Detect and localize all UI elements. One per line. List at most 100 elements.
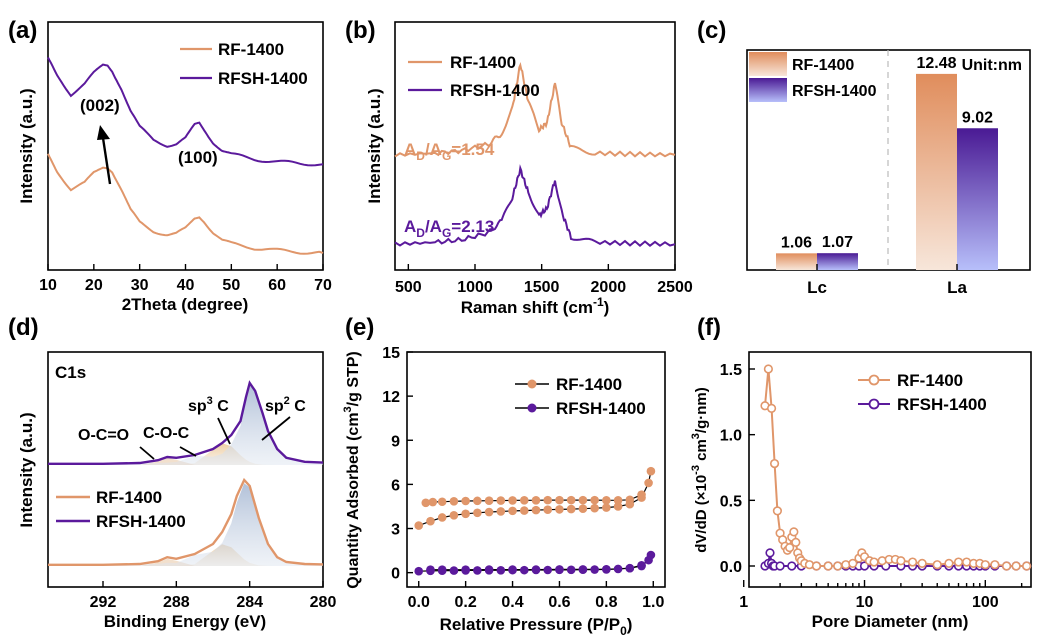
point-ads-rf [426, 516, 435, 526]
bar-rf-lc [776, 253, 817, 270]
y-axis-label-b: Intensity (a.u.) [365, 88, 384, 203]
x-tick-label-a: 70 [314, 277, 332, 294]
point-des-rf [519, 495, 529, 505]
legend-rf-e: RF-1400 [556, 375, 622, 394]
y-tick-label-e: 12 [382, 389, 400, 406]
x-axis-label-b: Raman shift (cm-1) [461, 295, 610, 317]
x-tick-label-e: 0.2 [455, 594, 477, 611]
point-des-rfsh [602, 564, 611, 574]
y-tick-label-f: 0.5 [720, 493, 742, 510]
region-label-c1s: C1s [55, 363, 86, 382]
x-tick-label-d: 292 [90, 594, 117, 611]
point-rf-f [763, 364, 773, 374]
annotation-100: (100) [178, 148, 218, 167]
legend-marker-rf-e [527, 379, 537, 389]
point-ads-rf [508, 506, 517, 516]
legend-swatch-rfsh-c [749, 78, 787, 102]
point-ads-rf [566, 504, 576, 514]
point-des-rf [473, 496, 482, 506]
point-rfsh-f [775, 561, 785, 571]
series-line-rfsh-a [47, 56, 324, 167]
point-des-rfsh [637, 560, 646, 570]
bar-label-rf-lc: 1.06 [781, 234, 812, 251]
y-tick-label-f: 0.0 [720, 559, 742, 576]
isotherm-line-ads-rf [418, 470, 652, 527]
peak-label-coc: C-O-C [143, 425, 190, 442]
legend-rfsh-e: RFSH-1400 [556, 399, 646, 418]
x-tick-label-a: 40 [177, 277, 195, 294]
plot-frame-a [47, 21, 324, 271]
y-tick-label-e: 15 [382, 345, 400, 362]
point-rf-f [907, 557, 918, 567]
y-tick-label-e: 9 [391, 433, 400, 450]
curves-d [48, 380, 324, 566]
x-tick-label-b: 2500 [657, 279, 693, 296]
legend-rfsh-c: RFSH-1400 [792, 83, 877, 100]
point-des-rfsh [578, 565, 588, 574]
point-rf-f [811, 561, 822, 571]
legend-marker-rfsh-e [527, 403, 537, 413]
curves-a [47, 56, 324, 255]
series-line-rf-b [394, 61, 676, 158]
peak-label-sp3: sp3 C [188, 395, 229, 415]
ratio-label-rfsh: AD/AG=2.13 [404, 217, 494, 240]
point-des-rf [449, 497, 459, 506]
point-des-rfsh [625, 563, 635, 573]
point-des-rfsh [531, 565, 541, 574]
point-des-rf [437, 497, 447, 507]
point-ads-rfsh [566, 565, 576, 575]
y-tick-label-f: 1.0 [720, 428, 742, 445]
x-tick-label-d: 280 [310, 594, 337, 611]
x-tick-label-b: 1500 [524, 279, 560, 296]
y-tick-label-e: 3 [391, 522, 400, 539]
bar-rf-la [916, 73, 957, 270]
point-ads-rf [602, 503, 611, 512]
point-ads-rfsh [414, 566, 424, 576]
point-ads-rf [578, 504, 588, 513]
point-des-rf [508, 496, 517, 505]
x-ticks-a: 10 20 30 40 50 60 70 [39, 264, 332, 294]
point-ads-rf [613, 502, 623, 511]
panel-label-c: (c) [697, 17, 726, 44]
bar-label-rf-la: 12.48 [916, 55, 956, 72]
point-rf-f [833, 561, 843, 571]
series-line-rf-d [48, 477, 324, 566]
point-des-rf [578, 495, 588, 505]
arrow-a [97, 125, 112, 185]
point-des-rf [428, 497, 438, 507]
point-des-rfsh [508, 565, 517, 574]
legend-rf-d: RF-1400 [96, 488, 162, 507]
point-des-rfsh [437, 565, 447, 575]
legend-d: RF-1400 RFSH-1400 [56, 488, 186, 531]
legend-rf-f: RF-1400 [897, 371, 963, 390]
bars-c: 1.06 1.07 Lc 12.48 9.02 La [776, 55, 998, 297]
point-rf-f [944, 558, 954, 568]
point-ads-rfsh [590, 565, 599, 574]
x-tick-label-e: 0.8 [595, 594, 617, 611]
point-ads-rfsh [496, 565, 506, 575]
x-tick-label-a: 10 [39, 277, 57, 294]
category-label-lc: Lc [807, 278, 827, 297]
x-tick-label-f: 100 [972, 594, 999, 611]
panel-label-b: (b) [345, 17, 376, 44]
point-des-rfsh [555, 565, 564, 574]
point-des-rf [637, 490, 646, 499]
point-ads-rf [543, 505, 553, 514]
bar-label-rfsh-la: 9.02 [962, 109, 993, 126]
legend-rfsh-a: RFSH-1400 [218, 69, 308, 88]
point-rf-f [848, 558, 858, 568]
legend-rf-c: RF-1400 [792, 57, 854, 74]
point-des-rf [531, 495, 541, 505]
point-des-rf [543, 495, 553, 505]
y-tick-label-e: 0 [391, 566, 400, 583]
x-ticks-d: 292 288 284 280 [90, 581, 337, 611]
panel-label-f: (f) [697, 314, 721, 341]
point-des-rf [484, 496, 494, 506]
legend-rf-a: RF-1400 [218, 40, 284, 59]
point-ads-rf [519, 506, 529, 515]
x-axis-label-d: Binding Energy (eV) [104, 612, 266, 631]
panel-f: (f) 1 10 100 0.0 0.5 1.0 1.5 RF-1400 RFSH-1400… [690, 314, 1032, 631]
point-des-rf [461, 496, 470, 506]
point-ads-rf [646, 466, 656, 476]
panel-label-a: (a) [8, 17, 37, 44]
